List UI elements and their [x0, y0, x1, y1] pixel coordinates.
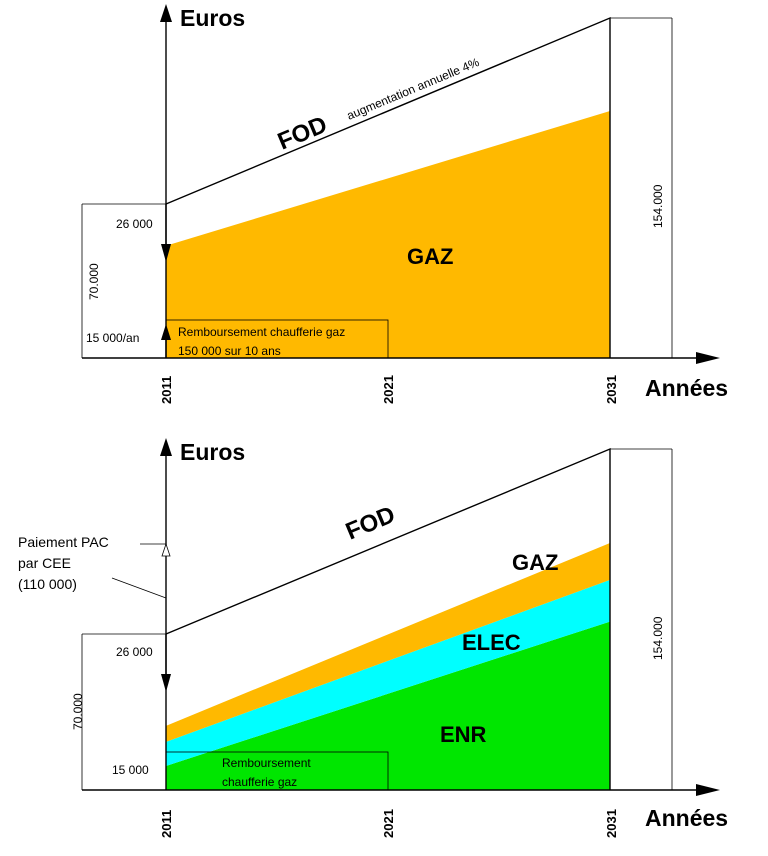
bottom-pac-line1: Paiement PAC — [18, 534, 109, 550]
top-gaz-label: GAZ — [407, 244, 453, 269]
bottom-box-line2: chaufferie gaz — [222, 775, 297, 789]
bottom-dim-left: 70.000 — [71, 693, 85, 730]
chart-bottom: Euros Années 2011 2021 2031 FOD GAZ ELEC… — [18, 438, 728, 838]
bottom-box-line1: Remboursement — [222, 756, 311, 770]
bottom-remb-box — [165, 751, 389, 791]
top-box-line2: 150 000 sur 10 ans — [178, 344, 281, 358]
bottom-dim-right: 154.000 — [651, 616, 665, 660]
bottom-pac-leader — [111, 577, 167, 599]
top-box-line1: Remboursement chaufferie gaz — [178, 325, 345, 339]
bottom-y-axis-label: Euros — [180, 439, 245, 465]
bottom-x-axis-label: Années — [645, 805, 728, 831]
top-remb-box — [165, 319, 389, 359]
top-fod-label: FOD — [274, 111, 331, 155]
bottom-fod-label: FOD — [342, 501, 399, 545]
bottom-tick-2021: 2021 — [381, 809, 396, 838]
top-x-arrow — [696, 352, 720, 364]
bottom-elec-area — [166, 579, 610, 766]
bottom-pac-line2: par CEE — [18, 555, 71, 571]
top-tick-2011: 2011 — [159, 376, 174, 404]
top-tick-2021: 2021 — [381, 375, 396, 404]
top-tick-2031: 2031 — [604, 375, 619, 404]
bottom-base-label: 15 000 — [112, 763, 149, 777]
top-gap-label: 26 000 — [116, 217, 153, 231]
bottom-tick-2011: 2011 — [159, 810, 174, 838]
top-dim-right: 154.000 — [651, 184, 665, 228]
bottom-elec-label: ELEC — [462, 630, 521, 655]
bottom-gaz-area — [166, 542, 610, 742]
top-fod-note: augmentation annuelle 4% — [345, 55, 482, 123]
top-gaz-area — [166, 110, 610, 358]
top-y-arrow — [160, 4, 172, 22]
bottom-gaz-label: GAZ — [512, 550, 558, 575]
top-x-axis-label: Années — [645, 375, 728, 401]
chart-top: Euros Années 2011 2021 2031 FOD augmenta… — [81, 4, 728, 404]
bottom-gap-label: 26 000 — [116, 645, 153, 659]
bottom-pac-arrow — [161, 542, 171, 557]
bottom-pac-line3: (110 000) — [18, 576, 77, 592]
bottom-enr-area — [166, 621, 610, 790]
bottom-tick-2031: 2031 — [604, 809, 619, 838]
bottom-gap-arrow-head — [161, 674, 171, 692]
bottom-x-arrow — [696, 784, 720, 796]
bottom-enr-label: ENR — [440, 722, 487, 747]
top-gap-arrow-head — [161, 244, 171, 262]
top-dim-left: 70.000 — [87, 263, 101, 300]
bottom-y-arrow — [160, 438, 172, 456]
top-y-axis-label: Euros — [180, 5, 245, 31]
top-annual-label: 15 000/an — [86, 331, 139, 345]
